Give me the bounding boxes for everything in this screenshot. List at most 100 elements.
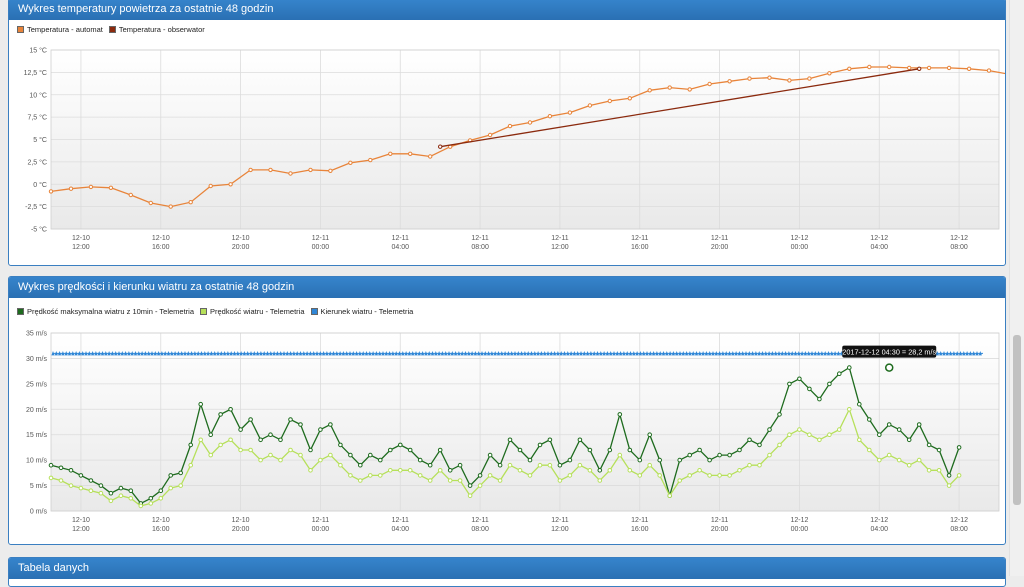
x-tick-time: 20:00 — [711, 526, 729, 533]
wind-direction-marker — [269, 350, 273, 356]
series-0-point — [537, 442, 543, 448]
series-0-point — [108, 490, 114, 496]
page-scrollbar[interactable] — [1009, 0, 1024, 576]
series-1-point — [627, 468, 633, 473]
wind-direction-marker — [259, 350, 263, 356]
legend-item-wind-speed[interactable]: Prędkość wiatru - Telemetria — [200, 307, 305, 316]
wind-direction-marker — [790, 350, 794, 356]
wind-direction-marker — [242, 350, 246, 356]
series-1-point — [178, 483, 183, 488]
wind-direction-marker — [77, 350, 81, 356]
wind-direction-marker — [645, 350, 649, 356]
wind-direction-marker — [388, 350, 392, 356]
wind-direction-marker — [394, 350, 398, 356]
series-1-point — [398, 468, 403, 473]
data-table-panel-title[interactable]: Tabela danych — [9, 558, 1005, 579]
series-0-point — [128, 192, 134, 198]
wind-direction-marker — [813, 350, 817, 356]
legend-label-temp-auto: Temperatura - automat — [27, 25, 103, 34]
wind-direction-marker — [572, 350, 576, 356]
series-0-point — [268, 432, 273, 437]
wind-direction-marker — [797, 350, 801, 356]
legend-item-temp-observer[interactable]: Temperatura - obserwator — [108, 25, 205, 34]
series-1-point — [587, 468, 593, 473]
series-0-point — [707, 457, 712, 463]
series-0-point — [747, 76, 752, 81]
series-0-point — [308, 447, 313, 453]
x-tick-time: 00:00 — [791, 526, 809, 533]
wind-direction-marker — [460, 350, 464, 356]
series-1-point — [467, 493, 473, 498]
temperature-panel-title: Wykres temperatury powietrza za ostatnie… — [9, 0, 1005, 20]
x-tick-date: 12-10 — [152, 235, 170, 242]
series-0-point — [348, 452, 353, 458]
series-0-point — [767, 75, 772, 80]
series-1-point — [747, 462, 752, 468]
series-0-point — [437, 447, 443, 453]
wind-direction-marker — [506, 350, 510, 356]
series-1-point — [896, 457, 902, 463]
x-tick-time: 20:00 — [232, 526, 250, 533]
series-1-point — [847, 407, 852, 412]
series-1-point — [647, 462, 653, 468]
wind-direction-marker — [549, 350, 553, 356]
plot-background — [51, 333, 999, 511]
series-1-point — [407, 468, 413, 473]
series-0-point — [288, 417, 293, 422]
temperature-chart[interactable]: 15 °C 12,5 °C 10 °C 7,5 °C 5 °C 2,5 °C 0 °C -2,… — [9, 20, 1005, 265]
series-1-point — [238, 447, 243, 453]
x-tick-date: 12-12 — [950, 517, 968, 524]
wind-direction-marker — [124, 350, 128, 356]
wind-direction-marker — [209, 350, 213, 356]
wind-direction-marker — [635, 350, 639, 356]
series-0-point — [547, 437, 553, 443]
wind-direction-marker — [275, 350, 279, 356]
y-tick-label: 30 m/s — [26, 356, 48, 363]
series-0-point — [288, 171, 293, 176]
series-1-point — [258, 457, 263, 463]
series-1-point — [867, 447, 872, 453]
wind-direction-marker — [602, 350, 606, 356]
series-1-point — [707, 473, 712, 478]
wind-direction-marker — [780, 350, 784, 356]
series-1-point — [338, 462, 343, 468]
wind-direction-marker — [724, 350, 728, 356]
wind-direction-marker — [503, 350, 507, 356]
series-1-point — [677, 478, 683, 483]
wind-direction-marker — [328, 350, 332, 356]
legend-item-wind-direction[interactable]: Kierunek wiatru - Telemetria — [310, 307, 413, 316]
wind-direction-marker — [447, 350, 451, 356]
x-tick-time: 16:00 — [631, 526, 649, 533]
series-1-point — [946, 483, 952, 488]
wind-direction-marker — [153, 350, 157, 356]
series-1-point — [517, 468, 523, 473]
series-0-point — [427, 462, 433, 468]
series-0-point — [447, 468, 453, 473]
wind-chart[interactable]: 35 m/s 30 m/s 25 m/s 20 m/s 15 m/s 10 m/s 5 m/… — [9, 298, 1005, 544]
series-1-point — [358, 478, 363, 483]
series-0-point — [867, 417, 872, 422]
wind-direction-marker — [107, 350, 111, 356]
series-1-point — [537, 462, 543, 468]
x-tick-time: 00:00 — [312, 526, 330, 533]
scrollbar-thumb[interactable] — [1013, 335, 1021, 505]
series-1-point — [188, 462, 193, 468]
series-0-point — [577, 437, 583, 443]
wind-direction-marker — [130, 350, 134, 356]
wind-direction-marker — [744, 350, 748, 356]
series-0-point — [637, 457, 643, 463]
y-tick-label: 0 m/s — [30, 509, 48, 516]
legend-item-wind-max[interactable]: Prędkość maksymalna wiatru z 10min - Tel… — [17, 307, 194, 316]
series-0-point — [298, 422, 303, 427]
wind-direction-marker — [81, 350, 85, 356]
legend-item-temp-auto[interactable]: Temperatura - automat — [17, 25, 103, 34]
wind-direction-marker — [312, 350, 316, 356]
series-0-point — [198, 401, 203, 407]
wind-direction-marker — [176, 350, 180, 356]
wind-direction-marker — [203, 350, 207, 356]
series-0-point — [767, 427, 772, 432]
wind-direction-marker — [127, 350, 131, 356]
series-0-point — [966, 66, 972, 71]
wind-direction-marker — [335, 350, 339, 356]
series-0-point — [108, 185, 114, 191]
